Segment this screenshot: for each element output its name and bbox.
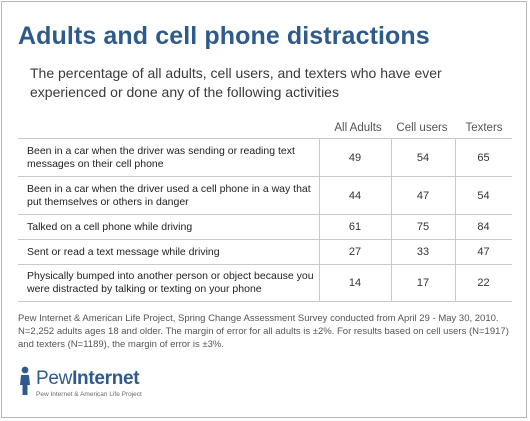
logo-wordmark: PewInternet xyxy=(36,368,140,390)
logo-wordmark-bold: Internet xyxy=(72,368,140,389)
cell-all-adults: 61 xyxy=(348,221,362,233)
column-divider xyxy=(391,240,392,264)
chart-title: Adults and cell phone distractions xyxy=(18,22,430,50)
row-label: Been in a car when the driver was sendin… xyxy=(27,144,295,170)
column-divider xyxy=(455,139,456,176)
column-divider xyxy=(319,265,320,301)
table-row: Been in a car when the driver used a cel… xyxy=(18,176,512,214)
column-header-cell-users: Cell users xyxy=(396,122,448,134)
cell-all-adults: 44 xyxy=(348,189,362,202)
pew-internet-logo: PewInternet Pew Internet & American Life… xyxy=(18,364,218,404)
column-divider xyxy=(455,177,456,214)
table-row: Talked on a cell phone while driving 61 … xyxy=(18,214,512,239)
column-divider xyxy=(391,265,392,301)
column-divider xyxy=(455,265,456,301)
data-table: Been in a car when the driver was sendin… xyxy=(18,138,512,302)
column-divider xyxy=(391,177,392,214)
column-divider xyxy=(319,139,320,176)
row-label: Talked on a cell phone while driving xyxy=(27,220,193,233)
table-row: Been in a car when the driver was sendin… xyxy=(18,138,512,176)
row-label: Physically bumped into another person or… xyxy=(27,270,314,295)
cell-all-adults: 49 xyxy=(348,151,362,164)
chart-subtitle: The percentage of all adults, cell users… xyxy=(30,65,442,100)
column-divider xyxy=(319,240,320,264)
cell-cell-users: 75 xyxy=(416,221,430,233)
person-figure-icon xyxy=(20,366,30,395)
column-header-texters: Texters xyxy=(465,122,503,134)
column-divider xyxy=(455,240,456,264)
table-row: Sent or read a text message while drivin… xyxy=(18,239,512,264)
cell-texters: 84 xyxy=(477,221,490,233)
column-header-all-adults: All Adults xyxy=(334,122,382,134)
cell-cell-users: 47 xyxy=(416,189,430,202)
column-divider xyxy=(455,215,456,239)
logo-tagline: Pew Internet & American Life Project xyxy=(36,391,142,398)
cell-texters: 22 xyxy=(477,277,490,289)
cell-cell-users: 33 xyxy=(416,246,430,258)
row-label: Sent or read a text message while drivin… xyxy=(27,245,220,258)
column-divider xyxy=(391,215,392,239)
table-row: Physically bumped into another person or… xyxy=(18,264,512,302)
cell-texters: 47 xyxy=(477,246,490,258)
cell-all-adults: 14 xyxy=(348,277,362,289)
row-label: Been in a car when the driver used a cel… xyxy=(27,182,311,208)
cell-all-adults: 27 xyxy=(348,246,362,258)
cell-texters: 65 xyxy=(477,151,490,164)
cell-cell-users: 54 xyxy=(416,151,430,164)
source-footnote: Pew Internet & American Life Project, Sp… xyxy=(18,313,509,350)
column-divider xyxy=(319,215,320,239)
cell-texters: 54 xyxy=(477,189,490,202)
cell-cell-users: 17 xyxy=(416,277,430,289)
column-divider xyxy=(391,139,392,176)
logo-wordmark-light: Pew xyxy=(36,368,73,389)
column-divider xyxy=(319,177,320,214)
